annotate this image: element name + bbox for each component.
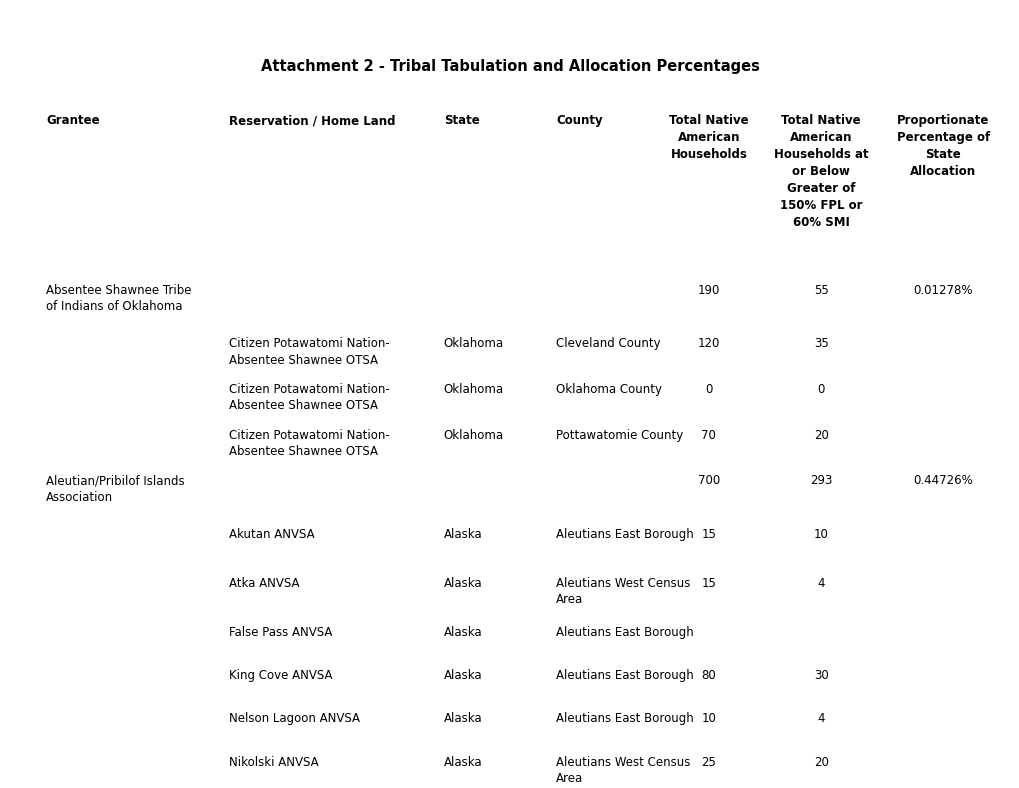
Text: Oklahoma: Oklahoma xyxy=(443,383,503,396)
Text: Citizen Potawatomi Nation-
Absentee Shawnee OTSA: Citizen Potawatomi Nation- Absentee Shaw… xyxy=(229,429,390,458)
Text: Alaska: Alaska xyxy=(443,669,482,682)
Text: Alaska: Alaska xyxy=(443,577,482,589)
Text: Aleutians East Borough: Aleutians East Borough xyxy=(555,528,693,541)
Text: 25: 25 xyxy=(701,756,715,768)
Text: Alaska: Alaska xyxy=(443,712,482,725)
Text: 15: 15 xyxy=(701,577,715,589)
Text: Aleutians West Census
Area: Aleutians West Census Area xyxy=(555,756,690,785)
Text: Alaska: Alaska xyxy=(443,528,482,541)
Text: False Pass ANVSA: False Pass ANVSA xyxy=(229,626,332,638)
Text: 10: 10 xyxy=(701,712,715,725)
Text: 35: 35 xyxy=(813,337,827,350)
Text: Proportionate
Percentage of
State
Allocation: Proportionate Percentage of State Alloca… xyxy=(896,114,989,178)
Text: King Cove ANVSA: King Cove ANVSA xyxy=(229,669,332,682)
Text: Attachment 2 - Tribal Tabulation and Allocation Percentages: Attachment 2 - Tribal Tabulation and All… xyxy=(260,59,759,74)
Text: Aleutians East Borough: Aleutians East Borough xyxy=(555,712,693,725)
Text: Cleveland County: Cleveland County xyxy=(555,337,660,350)
Text: 30: 30 xyxy=(813,669,827,682)
Text: Akutan ANVSA: Akutan ANVSA xyxy=(229,528,315,541)
Text: Aleutians West Census
Area: Aleutians West Census Area xyxy=(555,577,690,606)
Text: 700: 700 xyxy=(697,474,719,487)
Text: 120: 120 xyxy=(697,337,719,350)
Text: Aleutians East Borough: Aleutians East Borough xyxy=(555,669,693,682)
Text: Oklahoma County: Oklahoma County xyxy=(555,383,661,396)
Text: Oklahoma: Oklahoma xyxy=(443,337,503,350)
Text: 0: 0 xyxy=(816,383,824,396)
Text: Absentee Shawnee Tribe
of Indians of Oklahoma: Absentee Shawnee Tribe of Indians of Okl… xyxy=(46,284,192,313)
Text: 0.01278%: 0.01278% xyxy=(913,284,972,296)
Text: 4: 4 xyxy=(816,712,824,725)
Text: 293: 293 xyxy=(809,474,832,487)
Text: 55: 55 xyxy=(813,284,827,296)
Text: Total Native
American
Households at
or Below
Greater of
150% FPL or
60% SMI: Total Native American Households at or B… xyxy=(773,114,867,229)
Text: Nelson Lagoon ANVSA: Nelson Lagoon ANVSA xyxy=(229,712,360,725)
Text: County: County xyxy=(555,114,602,127)
Text: Reservation / Home Land: Reservation / Home Land xyxy=(229,114,395,127)
Text: 20: 20 xyxy=(813,756,827,768)
Text: 190: 190 xyxy=(697,284,719,296)
Text: 10: 10 xyxy=(813,528,827,541)
Text: Grantee: Grantee xyxy=(46,114,100,127)
Text: 20: 20 xyxy=(813,429,827,441)
Text: Citizen Potawatomi Nation-
Absentee Shawnee OTSA: Citizen Potawatomi Nation- Absentee Shaw… xyxy=(229,337,390,366)
Text: 15: 15 xyxy=(701,528,715,541)
Text: Aleutians East Borough: Aleutians East Borough xyxy=(555,626,693,638)
Text: 0.44726%: 0.44726% xyxy=(913,474,972,487)
Text: Oklahoma: Oklahoma xyxy=(443,429,503,441)
Text: 80: 80 xyxy=(701,669,715,682)
Text: 0: 0 xyxy=(704,383,712,396)
Text: 70: 70 xyxy=(701,429,715,441)
Text: Nikolski ANVSA: Nikolski ANVSA xyxy=(229,756,319,768)
Text: Aleutian/Pribilof Islands
Association: Aleutian/Pribilof Islands Association xyxy=(46,474,184,504)
Text: Citizen Potawatomi Nation-
Absentee Shawnee OTSA: Citizen Potawatomi Nation- Absentee Shaw… xyxy=(229,383,390,412)
Text: Total Native
American
Households: Total Native American Households xyxy=(668,114,748,162)
Text: Alaska: Alaska xyxy=(443,756,482,768)
Text: State: State xyxy=(443,114,479,127)
Text: Atka ANVSA: Atka ANVSA xyxy=(229,577,300,589)
Text: 4: 4 xyxy=(816,577,824,589)
Text: Pottawatomie County: Pottawatomie County xyxy=(555,429,683,441)
Text: Alaska: Alaska xyxy=(443,626,482,638)
